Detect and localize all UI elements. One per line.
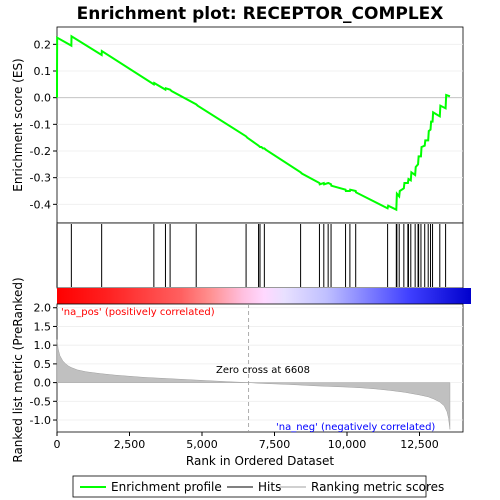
bottom-y-axis-label: Ranked list metric (PreRanked) bbox=[11, 277, 25, 462]
top-panel-frame bbox=[56, 26, 464, 224]
bottom-y-tick-label: -1.0 bbox=[30, 414, 51, 427]
zero-cross-annotation: Zero cross at 6608 bbox=[216, 365, 310, 376]
color-bar-gradient bbox=[57, 288, 471, 304]
top-y-tick-label: 0.2 bbox=[34, 38, 52, 51]
rank-color-bar bbox=[57, 288, 471, 304]
top-y-tick-label: -0.4 bbox=[30, 198, 51, 211]
top-y-tick-label: 0.0 bbox=[34, 92, 52, 105]
x-tick-label: 12,500 bbox=[400, 438, 439, 451]
top-y-axis-label: Enrichment score (ES) bbox=[11, 58, 25, 191]
top-y-tick-label: 0.1 bbox=[34, 65, 52, 78]
bottom-y-tick-label: 0.0 bbox=[34, 377, 52, 390]
legend-metric-label: Ranking metric scores bbox=[311, 480, 444, 494]
top-y-tick-label: -0.1 bbox=[30, 118, 51, 131]
legend-hits-label: Hits bbox=[258, 480, 281, 494]
na-pos-annotation: 'na_pos' (positively correlated) bbox=[61, 307, 215, 318]
ranked-metric-panel: 2.0 1.5 1.0 0.5 0.0 -0.5 -1.0 'na_pos' (positi… bbox=[30, 302, 464, 433]
bottom-y-tick-label: 0.5 bbox=[34, 358, 52, 371]
na-neg-annotation: 'na_neg' (negatively correlated) bbox=[276, 422, 435, 433]
x-tick-label: 10,000 bbox=[328, 438, 367, 451]
hits-panel bbox=[56, 222, 464, 289]
x-axis-label: Rank in Ordered Dataset bbox=[186, 454, 334, 468]
bottom-y-tick-label: -0.5 bbox=[30, 395, 51, 408]
legend-profile-label: Enrichment profile bbox=[111, 480, 222, 494]
enrichment-score-panel: 0.2 0.1 0.0 -0.1 -0.2 -0.3 -0.4 bbox=[30, 26, 464, 224]
enrichment-profile-line bbox=[56, 34, 451, 212]
x-tick-label: 0 bbox=[54, 438, 61, 451]
x-tick-label: 2,500 bbox=[114, 438, 146, 451]
bottom-y-tick-label: 1.0 bbox=[34, 339, 52, 352]
bottom-y-tick-label: 1.5 bbox=[34, 320, 52, 333]
x-tick-label: 7,500 bbox=[259, 438, 291, 451]
top-y-tick-label: -0.2 bbox=[30, 145, 51, 158]
legend: Enrichment profile Hits Ranking metric s… bbox=[72, 475, 444, 498]
top-y-tick-label: -0.3 bbox=[30, 172, 51, 185]
bottom-panel-frame bbox=[56, 303, 464, 433]
x-tick-label: 5,000 bbox=[186, 438, 218, 451]
chart-title: Enrichment plot: RECEPTOR_COMPLEX bbox=[77, 4, 444, 24]
bottom-y-tick-label: 2.0 bbox=[34, 302, 52, 315]
